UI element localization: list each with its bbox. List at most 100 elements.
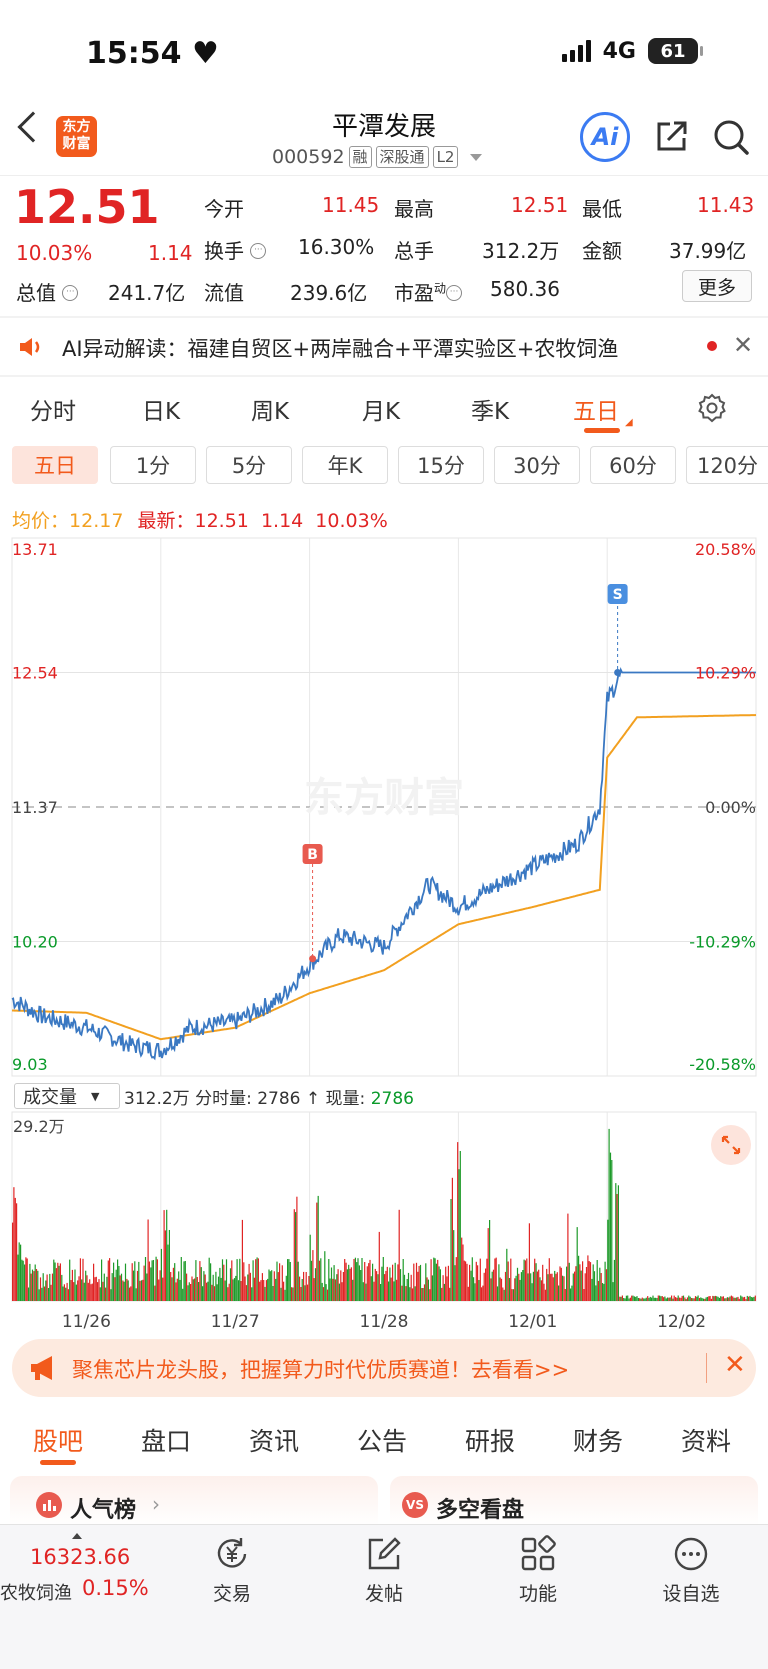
- tag-margin: 融: [348, 146, 372, 168]
- promo-banner[interactable]: 聚焦芯片龙头股，把握算力时代优质赛道！去看看>> ✕: [12, 1339, 756, 1397]
- volume-bar: [551, 1273, 553, 1301]
- volume-bar: [113, 1262, 115, 1301]
- nav-post[interactable]: 发帖: [339, 1535, 429, 1606]
- volume-bar: [414, 1286, 416, 1301]
- tab-order-book[interactable]: 盘口: [141, 1427, 192, 1456]
- info-icon[interactable]: ···: [446, 285, 463, 301]
- volume-bar: [507, 1261, 509, 1301]
- tab-research[interactable]: 研报: [465, 1427, 516, 1456]
- y-tick-label: 9.03: [12, 1055, 48, 1074]
- volume-bar: [410, 1274, 412, 1301]
- five-day-chart[interactable]: 东方财富 13.71 20.58% 12.54 10.29% 11.37 0.00% 10.2…: [0, 536, 768, 1336]
- subtab-15min[interactable]: 15分: [398, 446, 484, 484]
- tab-five-day[interactable]: 五日 ◢: [573, 399, 633, 428]
- bull-bear-card[interactable]: VS 多空看盘: [390, 1476, 758, 1526]
- volume-bar: [206, 1282, 208, 1301]
- volume-bar: [492, 1269, 495, 1301]
- subtab-120min[interactable]: 120分: [686, 446, 768, 484]
- volume-bar: [514, 1278, 516, 1301]
- sector-index-value[interactable]: 16323.66: [30, 1545, 131, 1569]
- expand-icon[interactable]: [711, 1125, 751, 1165]
- tab-weekly-k[interactable]: 周K: [251, 399, 290, 425]
- volume-bar: [463, 1260, 465, 1301]
- volume-bar: [570, 1288, 572, 1301]
- nav-functions[interactable]: 功能: [493, 1535, 583, 1606]
- tab-news[interactable]: 资讯: [249, 1427, 300, 1456]
- tab-monthly-k[interactable]: 月K: [362, 399, 401, 425]
- close-icon[interactable]: ✕: [733, 331, 754, 359]
- volume-bar: [536, 1271, 538, 1301]
- volume-bar: [184, 1261, 186, 1301]
- volume-indicator-select[interactable]: 成交量 ▼: [14, 1083, 120, 1109]
- subtab-30min[interactable]: 30分: [494, 446, 580, 484]
- search-icon[interactable]: [712, 118, 750, 156]
- volume-bar: [605, 1269, 608, 1301]
- volume-bar: [89, 1279, 91, 1301]
- subtab-5min[interactable]: 5分: [206, 446, 292, 484]
- y-tick-pct-label: -10.29%: [689, 933, 756, 952]
- volume-bar: [255, 1259, 257, 1301]
- volume-bar: [555, 1273, 557, 1301]
- volume-bar: [515, 1275, 517, 1301]
- volume-bar: [247, 1274, 249, 1301]
- stock-code: 000592: [272, 146, 345, 168]
- tab-profile[interactable]: 资料: [681, 1427, 732, 1456]
- sector-index-pct[interactable]: 0.15%: [82, 1576, 149, 1600]
- volume-bar: [283, 1281, 285, 1301]
- volume-bar: [399, 1269, 402, 1301]
- volume-bar: [29, 1263, 31, 1301]
- volume-bar: [291, 1287, 293, 1301]
- high-label: 最高: [394, 197, 434, 221]
- volume-bar: [621, 1295, 623, 1301]
- subtab-60min[interactable]: 60分: [590, 446, 676, 484]
- volume-bar: [303, 1271, 305, 1301]
- subtab-year-k[interactable]: 年K: [302, 446, 388, 484]
- nav-trade[interactable]: 交易: [187, 1535, 277, 1606]
- volume-bar: [411, 1288, 414, 1301]
- volume-bar: [510, 1258, 512, 1301]
- info-icon[interactable]: ···: [62, 285, 79, 301]
- ai-insight-bar[interactable]: AI异动解读：福建自贸区+两岸融合+平潭实验区+农牧饲渔 ✕: [0, 318, 768, 374]
- tab-daily-k[interactable]: 日K: [142, 399, 181, 425]
- volume-bar: [356, 1262, 358, 1301]
- share-icon[interactable]: [654, 118, 690, 154]
- volume-bar: [643, 1298, 645, 1301]
- open-value: 11.45: [322, 193, 380, 217]
- volume-bar: [325, 1284, 327, 1301]
- volume-bar: [62, 1286, 64, 1301]
- tab-financials[interactable]: 财务: [573, 1427, 624, 1456]
- volume-bar: [631, 1295, 633, 1301]
- tab-intraday[interactable]: 分时: [30, 399, 76, 425]
- popularity-card[interactable]: 人气榜 ›: [10, 1476, 378, 1526]
- nav-label: 功能: [518, 1583, 557, 1605]
- close-icon[interactable]: ✕: [724, 1350, 746, 1380]
- volume-bar: [632, 1295, 634, 1301]
- nav-add-watchlist[interactable]: 设自选: [646, 1535, 736, 1606]
- volume-bar: [745, 1299, 747, 1301]
- info-icon[interactable]: ···: [250, 243, 267, 259]
- price-summary: 均价：12.17 最新：12.51 1.14 10.03%: [12, 506, 388, 533]
- volume-bar: [94, 1277, 96, 1301]
- tab-announcements[interactable]: 公告: [357, 1427, 408, 1456]
- buy-marker-label: B: [307, 847, 318, 863]
- stock-code-row[interactable]: 000592 融 深股通 L2: [272, 146, 483, 168]
- volume-bar: [30, 1273, 32, 1301]
- volume-bar: [33, 1271, 35, 1301]
- volume-bar: [607, 1219, 609, 1301]
- volume-bar: [597, 1280, 600, 1301]
- volume-bar: [183, 1261, 185, 1301]
- price-line: [11, 667, 756, 1061]
- tab-forum[interactable]: 股吧: [33, 1427, 84, 1456]
- volume-bar: [491, 1271, 493, 1301]
- ai-button[interactable]: Ai: [580, 112, 630, 162]
- more-button[interactable]: 更多: [682, 270, 752, 302]
- tab-quarterly-k[interactable]: 季K: [471, 399, 510, 425]
- volume-bar: [686, 1297, 689, 1301]
- volume-bar: [422, 1288, 424, 1301]
- subtab-1min[interactable]: 1分: [110, 446, 196, 484]
- subtab-five-day[interactable]: 五日: [12, 446, 98, 484]
- gear-icon[interactable]: [697, 393, 727, 423]
- sector-index-name[interactable]: 农牧饲渔: [0, 1583, 72, 1604]
- x-tick-label: 11/28: [360, 1312, 409, 1332]
- caret-up-icon[interactable]: [72, 1533, 82, 1539]
